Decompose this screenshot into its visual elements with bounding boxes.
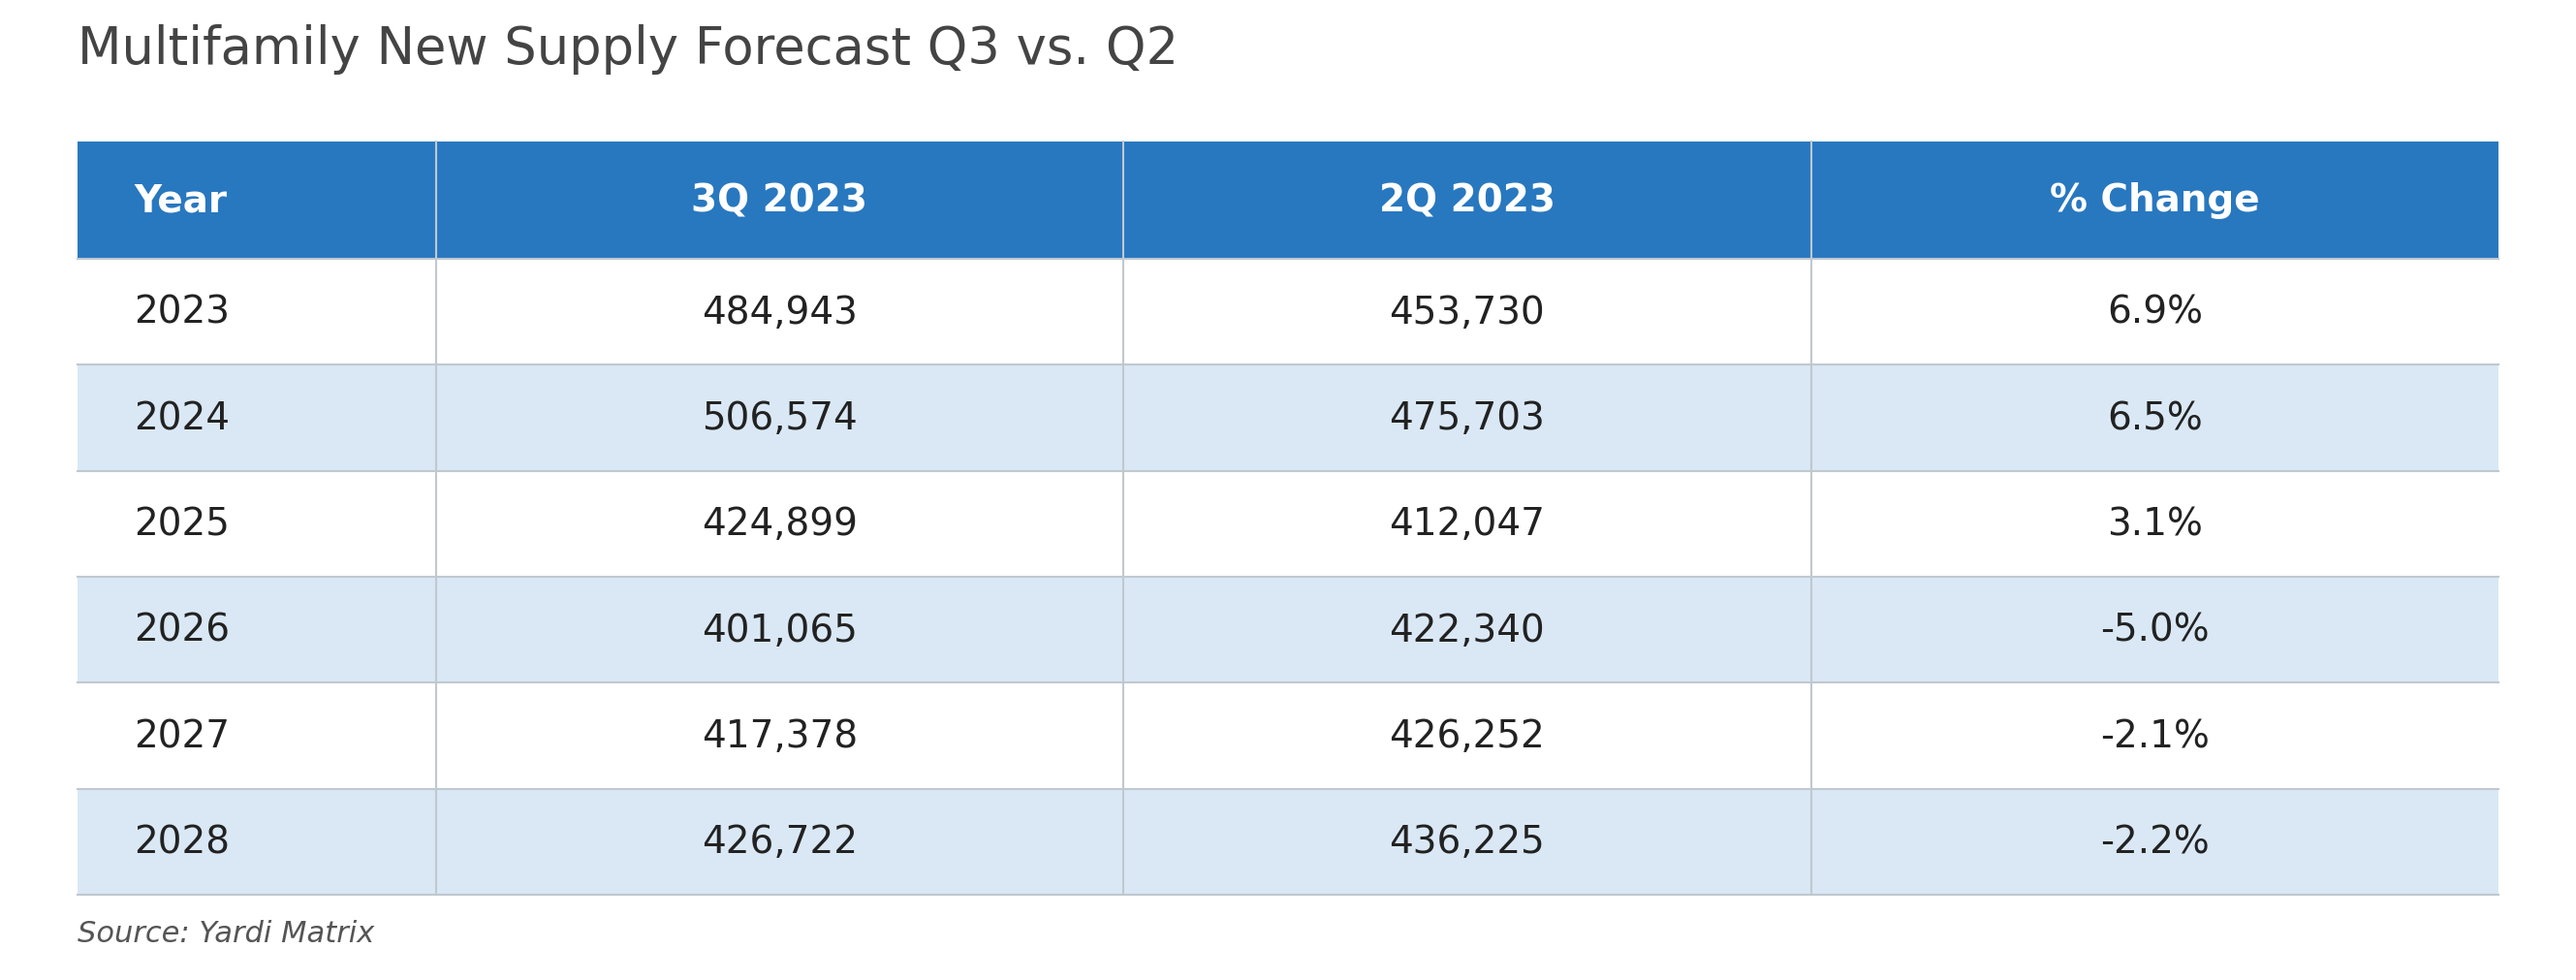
Text: 417,378: 417,378 xyxy=(701,717,858,755)
Text: 2027: 2027 xyxy=(134,717,229,755)
Text: 6.9%: 6.9% xyxy=(2107,294,2202,331)
Text: 6.5%: 6.5% xyxy=(2107,400,2202,437)
Text: Multifamily New Supply Forecast Q3 vs. Q2: Multifamily New Supply Forecast Q3 vs. Q… xyxy=(77,24,1177,74)
Text: -2.1%: -2.1% xyxy=(2099,717,2210,755)
Text: 422,340: 422,340 xyxy=(1388,612,1546,649)
Text: Source: Yardi Matrix: Source: Yardi Matrix xyxy=(77,919,374,948)
Text: 2028: 2028 xyxy=(134,823,229,860)
Text: -5.0%: -5.0% xyxy=(2099,612,2210,649)
Text: 426,722: 426,722 xyxy=(701,823,858,860)
Text: 436,225: 436,225 xyxy=(1388,823,1546,860)
Text: 2025: 2025 xyxy=(134,506,229,543)
Text: 484,943: 484,943 xyxy=(701,294,858,331)
Text: 506,574: 506,574 xyxy=(701,400,858,437)
Text: 2026: 2026 xyxy=(134,612,229,649)
Text: 2023: 2023 xyxy=(134,294,229,331)
Text: 3Q 2023: 3Q 2023 xyxy=(690,182,868,220)
Text: 3.1%: 3.1% xyxy=(2107,506,2202,543)
Text: 2Q 2023: 2Q 2023 xyxy=(1378,182,1556,220)
Text: 2024: 2024 xyxy=(134,400,229,437)
Text: 401,065: 401,065 xyxy=(701,612,858,649)
Text: 426,252: 426,252 xyxy=(1388,717,1546,755)
Text: 453,730: 453,730 xyxy=(1388,294,1546,331)
Text: 475,703: 475,703 xyxy=(1388,400,1546,437)
Text: Year: Year xyxy=(134,182,227,220)
Text: 424,899: 424,899 xyxy=(701,506,858,543)
Text: -2.2%: -2.2% xyxy=(2099,823,2210,860)
Text: % Change: % Change xyxy=(2050,182,2259,220)
Text: 412,047: 412,047 xyxy=(1388,506,1546,543)
